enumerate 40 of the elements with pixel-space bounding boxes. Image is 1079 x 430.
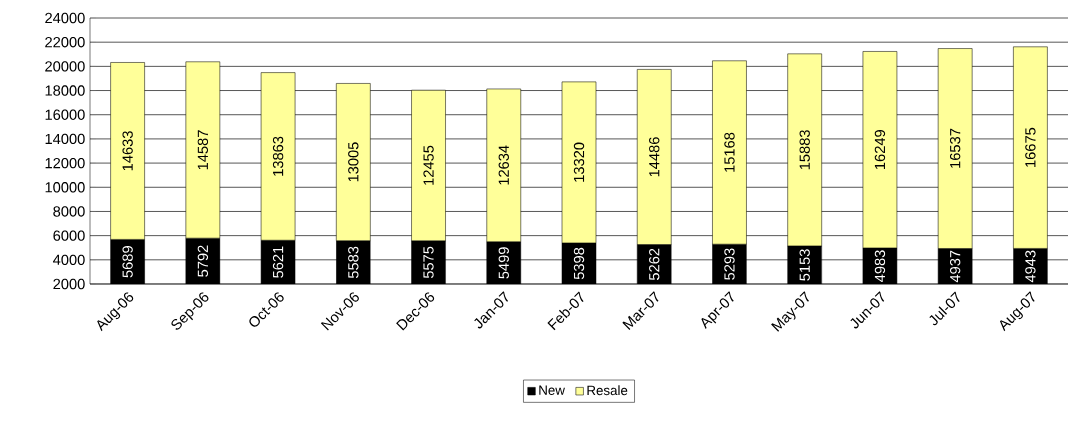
y-tick-label: 4000 — [53, 254, 85, 266]
data-label: 14587 — [197, 130, 209, 170]
data-label: 5689 — [122, 246, 133, 278]
y-tick-label: 18000 — [45, 85, 85, 96]
data-label: 16249 — [874, 130, 886, 169]
data-label: 4943 — [1025, 250, 1036, 283]
data-label: 16537 — [949, 128, 961, 168]
y-tick-label: 14000 — [45, 133, 85, 145]
data-label: 14633 — [122, 131, 133, 171]
y-tick-label: 10000 — [45, 182, 85, 193]
data-label: 5262 — [649, 248, 660, 281]
data-label: 5583 — [348, 246, 359, 279]
data-label: 12634 — [498, 145, 509, 185]
data-label: 5398 — [573, 247, 585, 280]
data-label: 14486 — [649, 137, 660, 177]
data-label: 13005 — [348, 142, 359, 182]
y-tick-label: 6000 — [53, 230, 85, 241]
data-label: 5153 — [799, 249, 810, 281]
data-label: 5293 — [724, 248, 735, 280]
data-label: 5575 — [423, 246, 434, 279]
data-label: 15168 — [724, 132, 735, 172]
data-label: 5792 — [197, 245, 209, 277]
data-label: 5499 — [498, 247, 509, 279]
y-tick-label: 12000 — [45, 157, 85, 169]
data-label: 13863 — [272, 136, 284, 176]
y-tick-label: 16000 — [45, 109, 85, 120]
y-tick-label: 8000 — [53, 206, 85, 217]
data-label: 13320 — [573, 142, 585, 182]
y-tick-label: 20000 — [45, 61, 85, 72]
data-label: 12455 — [423, 145, 434, 185]
data-label: 4937 — [949, 250, 961, 283]
data-label: 15883 — [799, 130, 810, 170]
data-label: 5621 — [272, 246, 284, 278]
data-label: 16675 — [1025, 127, 1036, 167]
legend-label: Resale — [587, 385, 628, 396]
y-tick-label: 2000 — [53, 278, 85, 290]
legend-label: New — [539, 385, 565, 395]
data-label: 4983 — [874, 250, 886, 282]
y-tick-label: 22000 — [45, 37, 85, 48]
y-tick-label: 24000 — [45, 12, 85, 24]
